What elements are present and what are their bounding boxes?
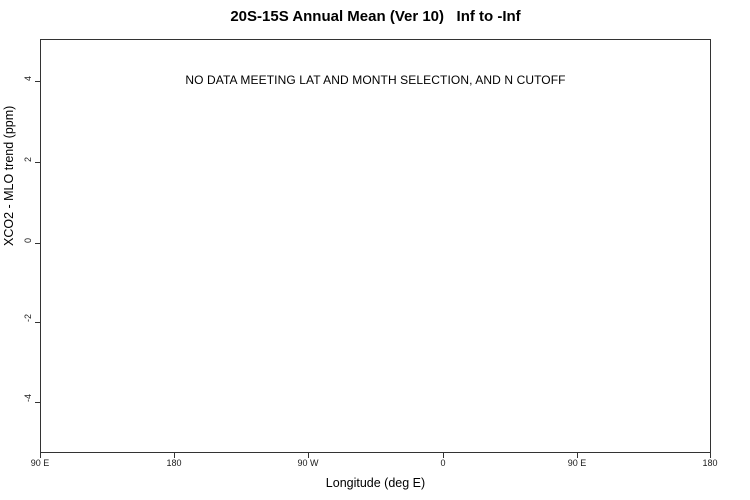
x-tick-label: 90 W bbox=[297, 458, 319, 468]
x-tick-mark bbox=[577, 453, 578, 458]
x-tick-mark bbox=[308, 453, 309, 458]
x-tick-mark bbox=[40, 453, 41, 458]
x-axis-title: Longitude (deg E) bbox=[325, 476, 426, 490]
y-tick-mark bbox=[35, 243, 40, 244]
x-tick-label: 90 E bbox=[30, 458, 50, 468]
x-tick-label: 180 bbox=[702, 458, 718, 468]
y-tick-mark bbox=[35, 81, 40, 82]
chart-title: 20S-15S Annual Mean (Ver 10) Inf to -Inf bbox=[230, 8, 521, 25]
x-tick-mark bbox=[174, 453, 175, 458]
x-tick-label: 180 bbox=[166, 458, 182, 468]
x-tick-label: 0 bbox=[440, 458, 446, 468]
x-tick-label: 90 E bbox=[567, 458, 587, 468]
y-tick-mark bbox=[35, 402, 40, 403]
y-tick-mark bbox=[35, 162, 40, 163]
x-tick-mark bbox=[443, 453, 444, 458]
y-tick-mark bbox=[35, 322, 40, 323]
plot-area bbox=[40, 39, 711, 453]
no-data-message: NO DATA MEETING LAT AND MONTH SELECTION,… bbox=[185, 73, 566, 87]
x-tick-mark bbox=[710, 453, 711, 458]
